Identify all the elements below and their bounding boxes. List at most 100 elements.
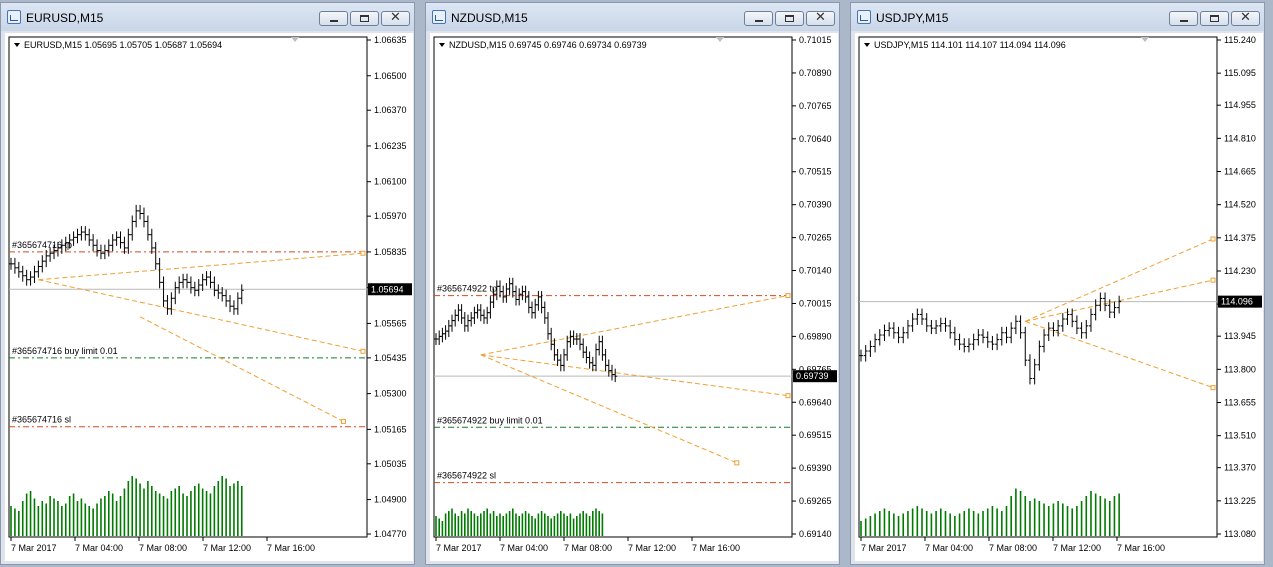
y-tick-label: 1.04770 [374, 529, 407, 539]
minimize-icon [330, 20, 338, 22]
y-tick-label: 1.05165 [374, 424, 407, 434]
stop-loss-label: #365674922 sl [437, 471, 496, 481]
price-chart[interactable]: USDJPY,M15 114.101 114.107 114.094 114.0… [855, 33, 1263, 561]
chart-background [5, 33, 413, 561]
close-icon: ✕ [815, 10, 826, 25]
trendline-anchor [785, 393, 791, 399]
minimize-icon [755, 20, 763, 22]
minimize-button[interactable] [319, 11, 348, 26]
y-tick-label: 0.70015 [799, 298, 832, 308]
current-price-label: 114.096 [1221, 297, 1253, 307]
trendline [480, 354, 789, 397]
trendline-anchor [1210, 385, 1216, 391]
trendline [1025, 320, 1214, 389]
y-tick-label: 114.230 [1224, 266, 1256, 276]
window-title: USDJPY,M15 [876, 11, 949, 25]
current-price-label: 1.05694 [371, 284, 404, 294]
dropdown-arrow-icon [439, 43, 445, 47]
chart-window-icon [857, 10, 871, 24]
price-chart[interactable]: NZDUSD,M15 0.69745 0.69746 0.69734 0.697… [430, 33, 838, 561]
maximize-button[interactable] [775, 11, 804, 26]
y-tick-label: 113.655 [1224, 397, 1256, 407]
y-tick-label: 0.69765 [799, 364, 832, 374]
minimize-button[interactable] [1169, 11, 1198, 26]
plot-frame [858, 36, 1218, 538]
y-tick-label: 0.69890 [799, 331, 832, 341]
x-tick-label: 7 Mar 12:00 [1053, 543, 1101, 553]
y-tick-label: 114.665 [1224, 167, 1256, 177]
window-titlebar[interactable]: USDJPY,M15 ✕ [851, 3, 1264, 31]
trendline [139, 316, 344, 422]
x-tick-label: 7 Mar 2017 [861, 543, 907, 553]
chart-background [855, 33, 1263, 561]
x-tick-label: 7 Mar 2017 [436, 543, 482, 553]
close-icon: ✕ [390, 10, 401, 25]
y-tick-label: 0.70140 [799, 266, 832, 276]
y-tick-label: 0.71015 [799, 35, 832, 45]
x-tick-label: 7 Mar 16:00 [267, 543, 315, 553]
minimize-icon [1180, 20, 1188, 22]
y-tick-label: 1.06500 [374, 71, 407, 81]
x-tick-label: 7 Mar 12:00 [628, 543, 676, 553]
stop-loss-label: #365674716 sl [12, 415, 71, 425]
close-button[interactable]: ✕ [1231, 10, 1260, 26]
y-tick-label: 114.955 [1224, 100, 1256, 110]
y-tick-label: 113.945 [1224, 331, 1256, 341]
trendline-anchor [734, 460, 740, 466]
chart-window-nzdusd[interactable]: NZDUSD,M15 ✕ NZDUSD,M15 0.69745 0.69746 … [425, 2, 840, 565]
window-titlebar[interactable]: EURUSD,M15 ✕ [1, 3, 414, 31]
window-titlebar[interactable]: NZDUSD,M15 ✕ [426, 3, 839, 31]
y-tick-label: 1.05435 [374, 353, 407, 363]
shift-marker-icon [1141, 37, 1149, 42]
close-button[interactable]: ✕ [806, 10, 835, 26]
y-tick-label: 114.375 [1224, 233, 1256, 243]
shift-marker-icon [716, 37, 724, 42]
y-tick-label: 0.70265 [799, 233, 832, 243]
window-title: EURUSD,M15 [26, 11, 104, 25]
maximize-button[interactable] [1200, 11, 1229, 26]
maximize-button[interactable] [350, 11, 379, 26]
trendline-anchor [360, 348, 366, 354]
y-tick-label: 1.06235 [374, 141, 407, 151]
minimize-button[interactable] [744, 11, 773, 26]
trendline [480, 295, 789, 356]
y-tick-label: 1.05565 [374, 318, 407, 328]
plot-frame [433, 36, 793, 538]
y-tick-label: 113.510 [1224, 431, 1256, 441]
close-icon: ✕ [1240, 10, 1251, 25]
shift-marker-icon [291, 37, 299, 42]
x-tick-label: 7 Mar 2017 [11, 543, 57, 553]
y-tick-label: 115.240 [1224, 35, 1256, 45]
trendline-anchor [360, 250, 366, 256]
y-tick-label: 113.800 [1224, 364, 1256, 374]
buy-limit-label: #365674922 buy limit 0.01 [437, 415, 543, 425]
chart-window-usdjpy[interactable]: USDJPY,M15 ✕ USDJPY,M15 114.101 114.107 … [850, 2, 1265, 565]
x-tick-label: 7 Mar 12:00 [203, 543, 251, 553]
trendline [480, 354, 737, 464]
y-tick-label: 114.520 [1224, 200, 1256, 210]
y-tick-label: 0.70640 [799, 134, 832, 144]
price-label-background [368, 283, 412, 296]
y-tick-label: 0.70765 [799, 101, 832, 111]
buy-limit-label: #365674716 buy limit 0.01 [12, 346, 118, 356]
x-tick-label: 7 Mar 08:00 [989, 543, 1037, 553]
trendline [38, 252, 364, 281]
y-tick-label: 1.05035 [374, 459, 407, 469]
price-chart[interactable]: EURUSD,M15 1.05695 1.05705 1.05687 1.056… [5, 33, 413, 561]
y-tick-label: 1.06100 [374, 177, 407, 187]
close-button[interactable]: ✕ [381, 10, 410, 26]
chart-window-eurusd[interactable]: EURUSD,M15 ✕ EURUSD,M15 1.05695 1.05705 … [0, 2, 415, 565]
y-tick-label: 0.70515 [799, 167, 832, 177]
y-tick-label: 1.06635 [374, 35, 407, 45]
maximize-icon [1210, 15, 1219, 22]
x-tick-label: 7 Mar 04:00 [75, 543, 123, 553]
price-label-background [793, 370, 837, 383]
trendline [1025, 238, 1214, 322]
chart-header: EURUSD,M15 1.05695 1.05705 1.05687 1.056… [24, 40, 222, 50]
x-tick-label: 7 Mar 08:00 [139, 543, 187, 553]
chart-header: USDJPY,M15 114.101 114.107 114.094 114.0… [874, 40, 1066, 50]
y-tick-label: 0.69390 [799, 463, 832, 473]
price-label-background [1218, 295, 1262, 308]
chart-background [430, 33, 838, 561]
y-tick-label: 0.69265 [799, 496, 832, 506]
